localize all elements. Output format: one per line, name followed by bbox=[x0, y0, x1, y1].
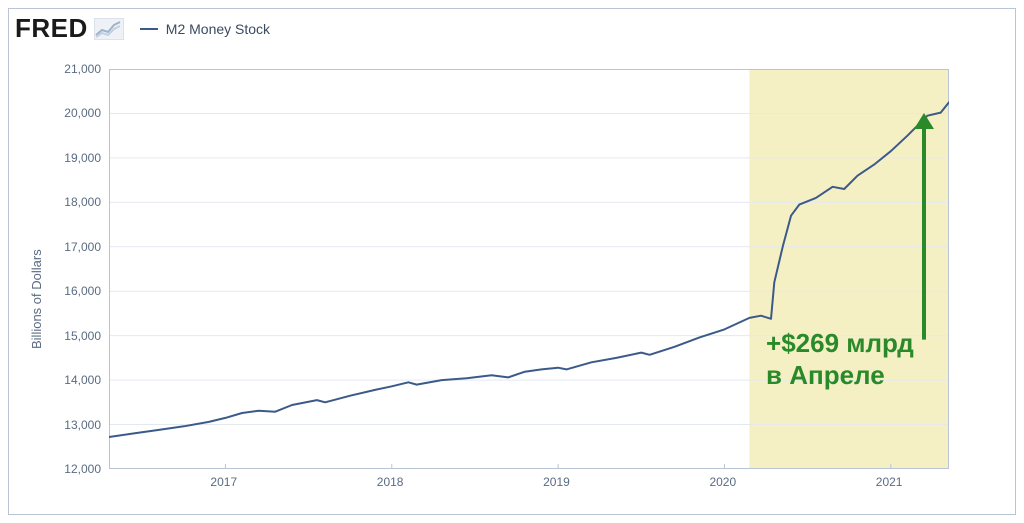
y-tick-label: 15,000 bbox=[64, 329, 101, 343]
x-tick-label: 2020 bbox=[709, 475, 736, 489]
x-tick-label: 2018 bbox=[377, 475, 404, 489]
annotation-line-2: в Апреле bbox=[766, 359, 914, 392]
y-axis-label: Billions of Dollars bbox=[29, 249, 44, 349]
fred-logo-icon bbox=[94, 18, 124, 40]
legend-label: M2 Money Stock bbox=[166, 21, 270, 37]
x-tick-label: 2021 bbox=[876, 475, 903, 489]
y-tick-label: 14,000 bbox=[64, 373, 101, 387]
y-tick-label: 20,000 bbox=[64, 106, 101, 120]
y-tick-label: 19,000 bbox=[64, 151, 101, 165]
y-tick-label: 16,000 bbox=[64, 284, 101, 298]
x-tick-label: 2017 bbox=[210, 475, 237, 489]
annotation-text: +$269 млрд в Апреле bbox=[766, 327, 914, 392]
y-tick-label: 18,000 bbox=[64, 195, 101, 209]
legend-swatch bbox=[140, 28, 158, 30]
fred-logo-text: FRED bbox=[15, 13, 88, 44]
y-tick-label: 13,000 bbox=[64, 418, 101, 432]
y-tick-label: 21,000 bbox=[64, 62, 101, 76]
chart-header: FRED M2 Money Stock bbox=[15, 13, 270, 44]
annotation-arrow-icon bbox=[912, 113, 936, 340]
annotation-line-1: +$269 млрд bbox=[766, 327, 914, 360]
x-tick-label: 2019 bbox=[543, 475, 570, 489]
y-tick-label: 12,000 bbox=[64, 462, 101, 476]
chart-frame: FRED M2 Money Stock Billions of Dollars … bbox=[8, 8, 1016, 515]
y-tick-label: 17,000 bbox=[64, 240, 101, 254]
legend: M2 Money Stock bbox=[140, 21, 270, 37]
chart-plot bbox=[109, 69, 949, 469]
